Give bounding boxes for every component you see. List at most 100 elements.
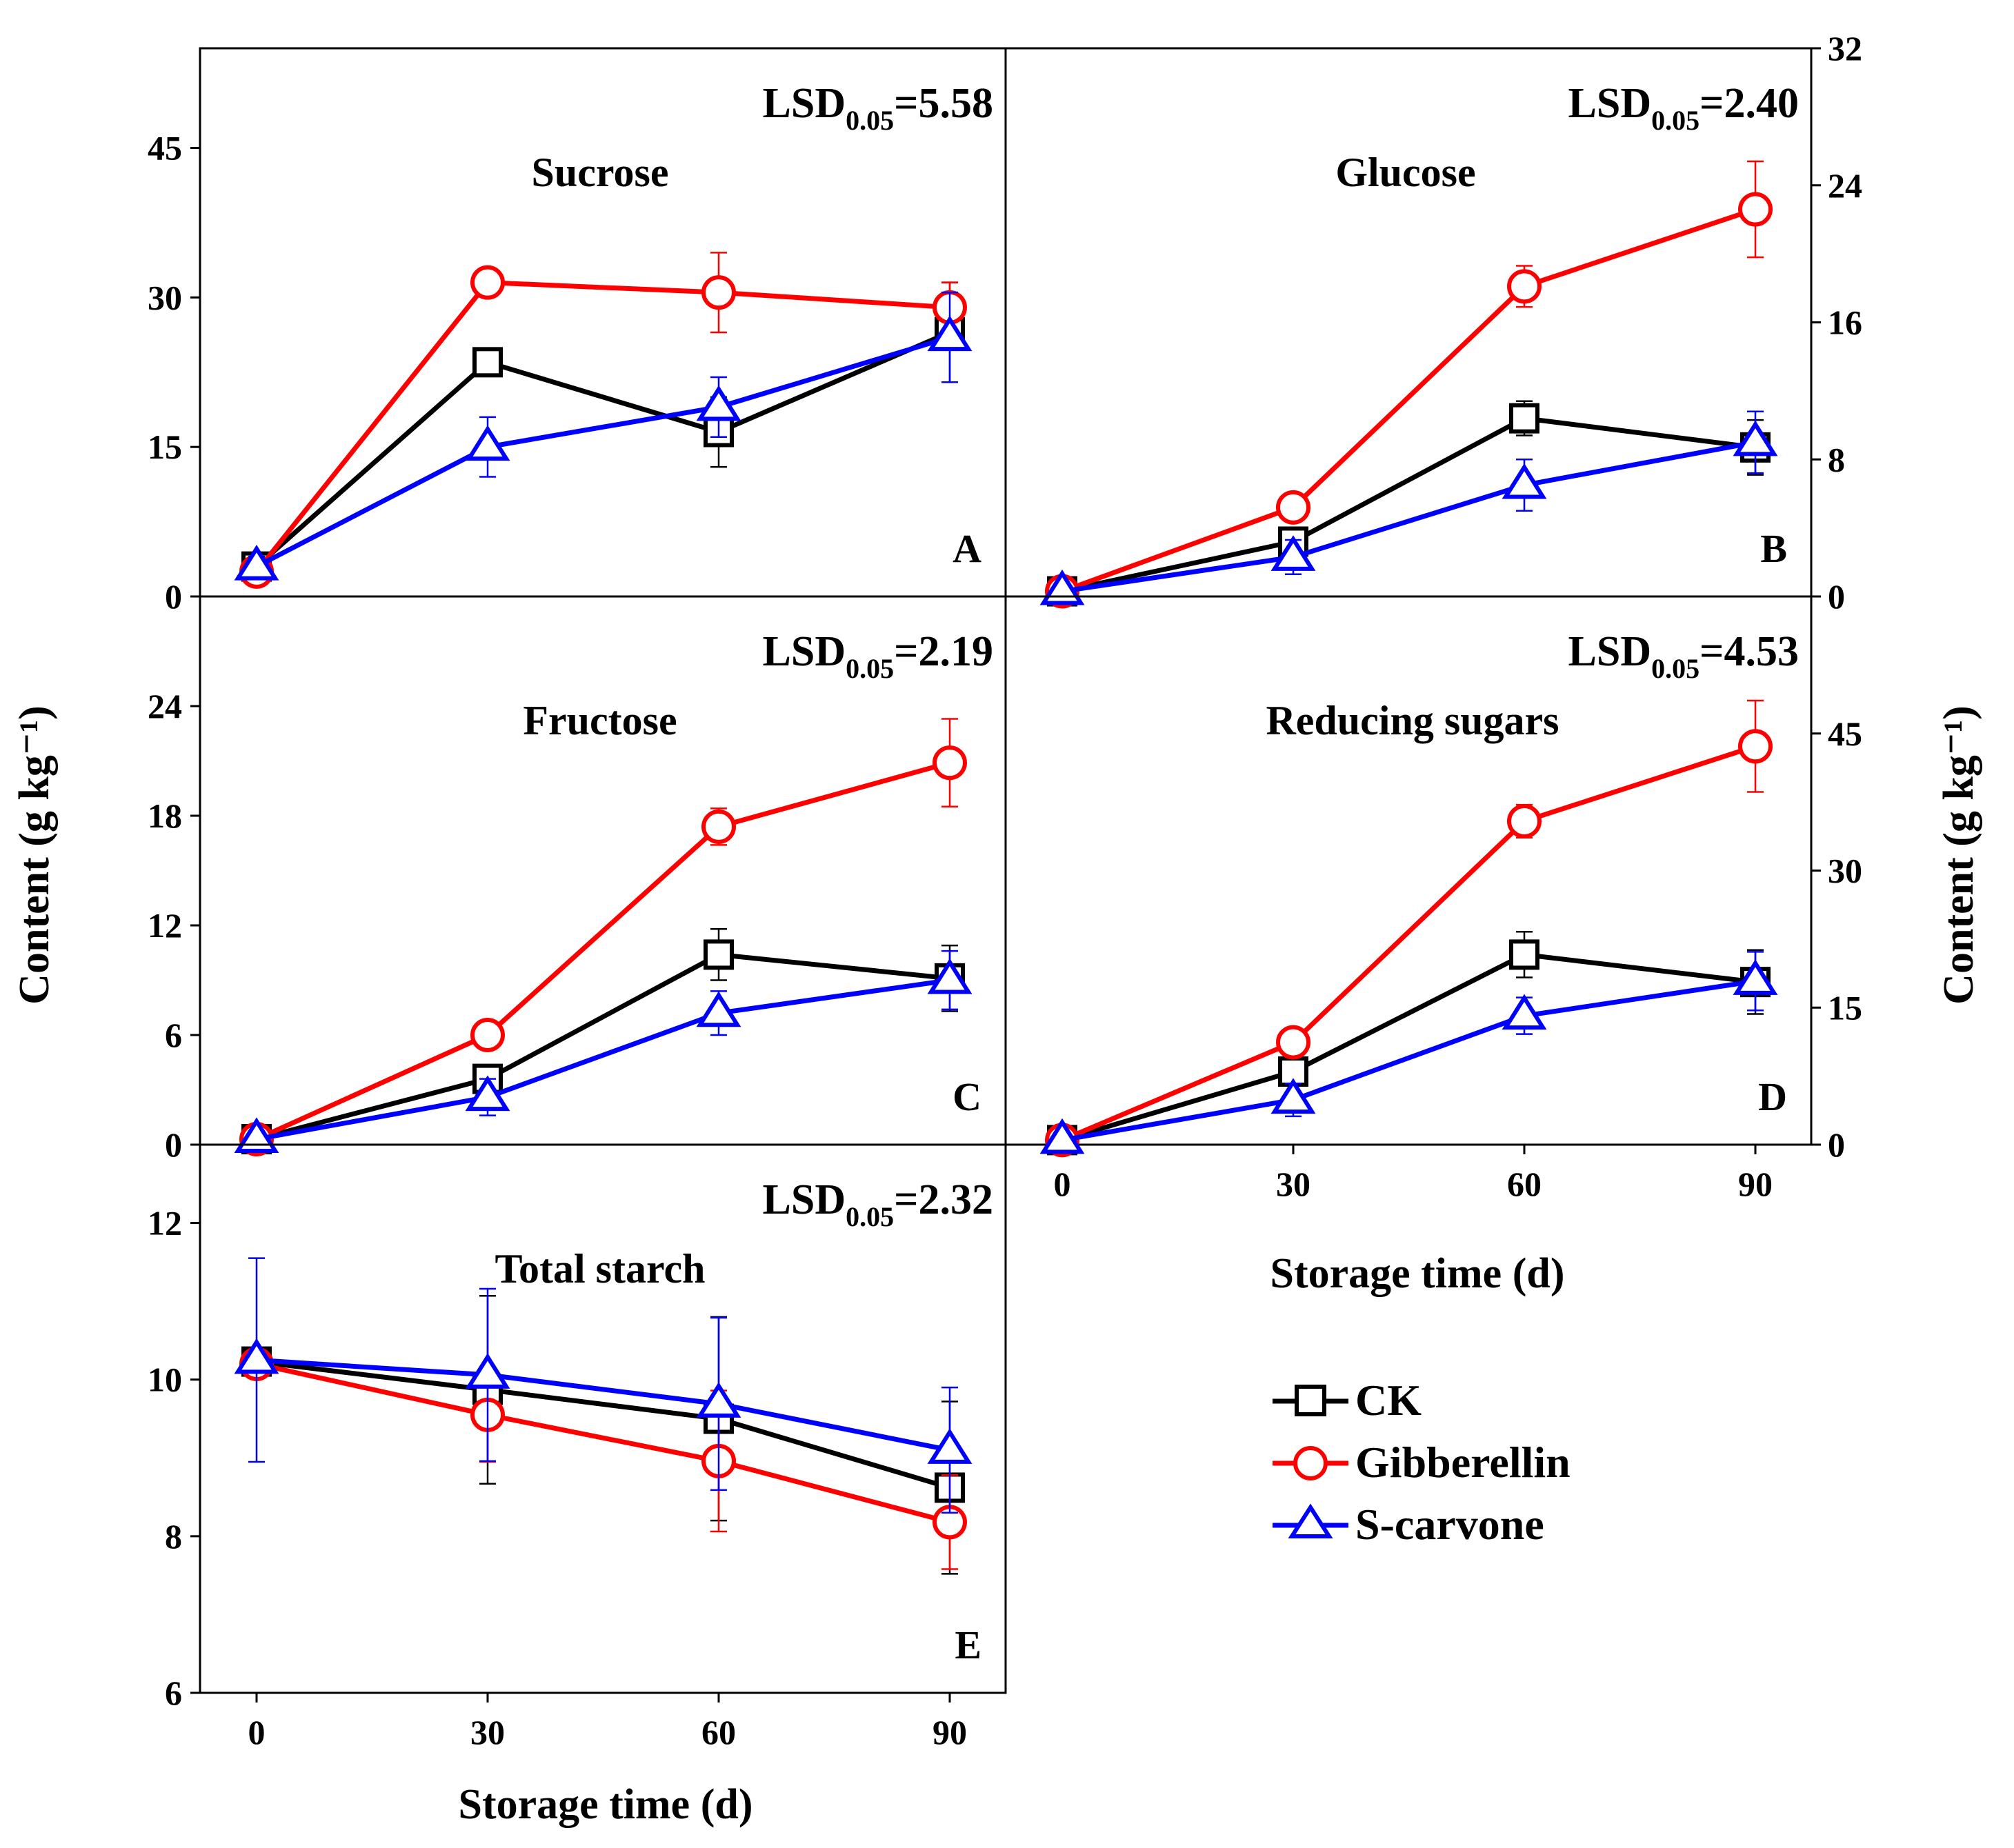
x-tick-label: 60 bbox=[1507, 1165, 1542, 1203]
y-tick-label: 8 bbox=[165, 1517, 182, 1556]
legend-label-ck: CK bbox=[1355, 1376, 1422, 1425]
data-point bbox=[465, 1353, 510, 1389]
y-tick-label: 45 bbox=[1828, 714, 1862, 753]
series-ck bbox=[1047, 931, 1771, 1156]
data-point bbox=[1507, 269, 1542, 304]
series-line bbox=[255, 330, 951, 569]
data-point bbox=[1738, 192, 1773, 227]
y-axis-title-right: Content (g kg⁻¹) bbox=[1935, 705, 1982, 1005]
legend-item-s-carvone: S-carvone bbox=[1273, 1500, 1544, 1549]
data-point bbox=[933, 745, 967, 781]
panel-c: 0 6 12 18 24 Fructose LSD0.05=2.19 C bbox=[148, 595, 1007, 1164]
y-tick-label: 32 bbox=[1828, 29, 1862, 68]
data-point bbox=[701, 809, 736, 844]
data-point bbox=[465, 1075, 510, 1112]
series-line bbox=[256, 952, 950, 1142]
data-point bbox=[1733, 959, 1778, 995]
y-tick-label: 30 bbox=[1828, 852, 1862, 890]
data-point bbox=[701, 275, 736, 310]
data-point bbox=[1270, 535, 1316, 571]
legend-label-s-carvone: S-carvone bbox=[1355, 1500, 1544, 1549]
data-point bbox=[465, 425, 510, 461]
data-point bbox=[1276, 1025, 1310, 1060]
data-point bbox=[234, 1338, 279, 1374]
panel-letter: D bbox=[1758, 1074, 1787, 1119]
data-point bbox=[1507, 803, 1542, 838]
data-point bbox=[704, 939, 734, 970]
y-axis-title-left: Content (g kg⁻¹) bbox=[11, 705, 58, 1005]
data-point bbox=[696, 1382, 741, 1418]
x-tick-label: 0 bbox=[1054, 1165, 1071, 1203]
series-line bbox=[1061, 743, 1757, 1143]
series-ck bbox=[241, 928, 965, 1155]
data-point bbox=[1502, 994, 1547, 1030]
x-axis-title-right: Storage time (d) bbox=[1270, 1250, 1565, 1297]
series-gibberellin bbox=[1045, 699, 1773, 1158]
x-tick-label: 90 bbox=[1738, 1165, 1773, 1203]
data-point bbox=[1039, 1118, 1085, 1154]
y-tick-label: 6 bbox=[165, 1016, 182, 1054]
y-tick-label: 0 bbox=[1828, 577, 1845, 616]
x-tick-label: 0 bbox=[248, 1713, 266, 1751]
series-line bbox=[1061, 207, 1757, 594]
series-gibberellin bbox=[239, 252, 967, 589]
legend-label-gibberellin: Gibberellin bbox=[1355, 1438, 1571, 1487]
series-s-carvone bbox=[1039, 410, 1778, 605]
data-point bbox=[696, 991, 741, 1027]
y-tick-label: 12 bbox=[148, 1204, 182, 1243]
x-tick-label: 30 bbox=[1276, 1165, 1310, 1203]
panel-title: Total starch bbox=[495, 1246, 705, 1292]
data-point bbox=[470, 1018, 505, 1052]
y-tick-label: 10 bbox=[148, 1360, 182, 1399]
panel-e: 6 8 10 12 0 30 60 90 Total starch LSD0.05=2.32 E bbox=[148, 1143, 1007, 1751]
y-tick-label: 30 bbox=[148, 278, 182, 317]
legend-marker-s-carvone bbox=[1288, 1503, 1333, 1538]
lsd-label: LSD0.05=2.32 bbox=[763, 1176, 993, 1232]
legend-item-gibberellin: Gibberellin bbox=[1273, 1438, 1571, 1487]
panel-d: 0 15 30 45 0 30 60 90 Reducing sugarsLSD0.05=4.5… bbox=[1004, 595, 1862, 1203]
panel-frame bbox=[199, 1143, 1007, 1694]
series-s-carvone bbox=[1039, 951, 1778, 1154]
panel-a: 0 15 30 45 Sucrose LSD0.05=5.58 A bbox=[148, 47, 1007, 616]
series-line bbox=[255, 334, 951, 569]
series-line bbox=[255, 280, 950, 574]
y-tick-label: 45 bbox=[148, 129, 182, 168]
series-gibberellin bbox=[239, 718, 967, 1157]
series-s-carvone bbox=[234, 291, 973, 581]
x-tick-label: 30 bbox=[470, 1713, 505, 1751]
series-line bbox=[256, 1361, 950, 1525]
panel-title: Fructose bbox=[523, 698, 677, 743]
data-point bbox=[472, 347, 503, 378]
data-point bbox=[234, 544, 279, 581]
lsd-label: LSD0.05=4.53 bbox=[1568, 628, 1799, 684]
series-ck bbox=[1047, 400, 1771, 607]
lsd-label: LSD0.05=5.58 bbox=[763, 80, 993, 136]
series-line bbox=[256, 1359, 951, 1490]
panel-title: Reducing sugars bbox=[1266, 698, 1559, 743]
panel-letter: C bbox=[953, 1074, 981, 1119]
y-tick-label: 6 bbox=[165, 1674, 182, 1712]
y-tick-label: 24 bbox=[1828, 166, 1862, 205]
series-line bbox=[256, 978, 950, 1142]
y-tick-label: 0 bbox=[165, 577, 182, 616]
y-tick-label: 8 bbox=[1828, 440, 1845, 479]
y-tick-label: 0 bbox=[165, 1125, 182, 1164]
y-tick-label: 15 bbox=[1828, 988, 1862, 1027]
series-ck bbox=[241, 281, 965, 582]
y-tick-label: 0 bbox=[1828, 1125, 1845, 1164]
panel-title: Glucose bbox=[1335, 150, 1475, 195]
panel-letter: A bbox=[953, 526, 981, 571]
data-point bbox=[1276, 490, 1310, 525]
series-gibberellin bbox=[1045, 160, 1773, 609]
data-point bbox=[927, 958, 973, 994]
series-line bbox=[255, 760, 950, 1142]
data-point bbox=[1502, 463, 1547, 499]
series-line bbox=[1061, 978, 1756, 1143]
legend: CK Gibberellin S-carvone bbox=[1273, 1376, 1571, 1549]
lsd-label: LSD0.05=2.19 bbox=[763, 628, 993, 684]
lsd-label: LSD0.05=2.40 bbox=[1568, 80, 1799, 136]
panels: 0 15 30 45 Sucrose LSD0.05=5.58 A 0 8 16 24 32 Gluco… bbox=[148, 29, 1862, 1751]
series-ck bbox=[241, 1294, 965, 1575]
x-tick-label: 90 bbox=[933, 1713, 967, 1751]
data-point bbox=[470, 265, 505, 300]
